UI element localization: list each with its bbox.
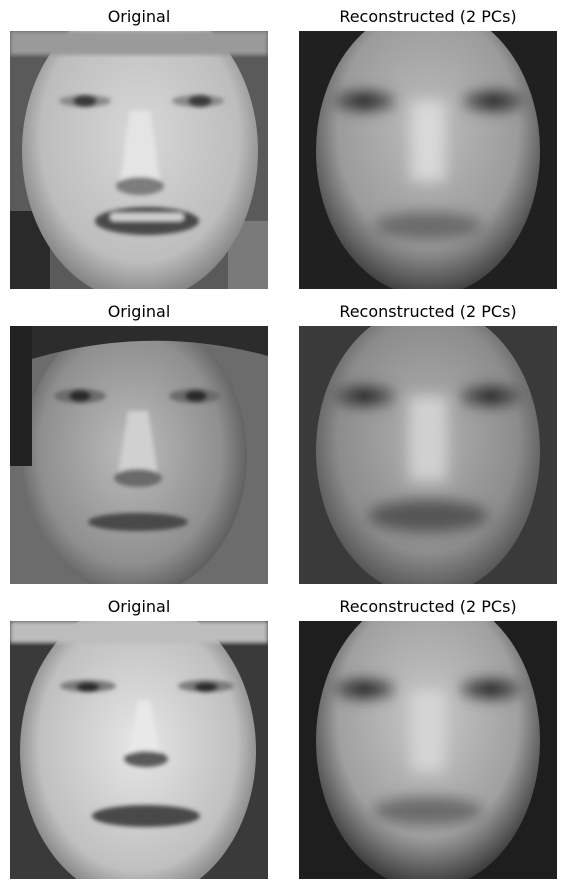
reconstructed-title-1: Reconstructed (2 PCs) xyxy=(339,7,517,26)
original-face-2-svg xyxy=(10,326,268,584)
reconstructed-face-image-2 xyxy=(299,326,557,584)
original-face-image-1 xyxy=(10,31,268,289)
reconstructed-face-2-svg xyxy=(299,326,557,584)
reconstructed-face-1-svg xyxy=(299,31,557,289)
original-face-3-svg xyxy=(10,621,268,879)
reconstructed-title-3: Reconstructed (2 PCs) xyxy=(339,597,517,616)
reconstructed-face-image-3 xyxy=(299,621,557,879)
original-face-image-2 xyxy=(10,326,268,584)
original-title-2: Original xyxy=(107,302,171,321)
reconstructed-title-2: Reconstructed (2 PCs) xyxy=(339,302,517,321)
reconstructed-face-3-svg xyxy=(299,621,557,879)
reconstructed-face-image-1 xyxy=(299,31,557,289)
original-title-1: Original xyxy=(107,7,171,26)
original-title-3: Original xyxy=(107,597,171,616)
original-face-1-svg xyxy=(10,31,268,289)
original-face-image-3 xyxy=(10,621,268,879)
